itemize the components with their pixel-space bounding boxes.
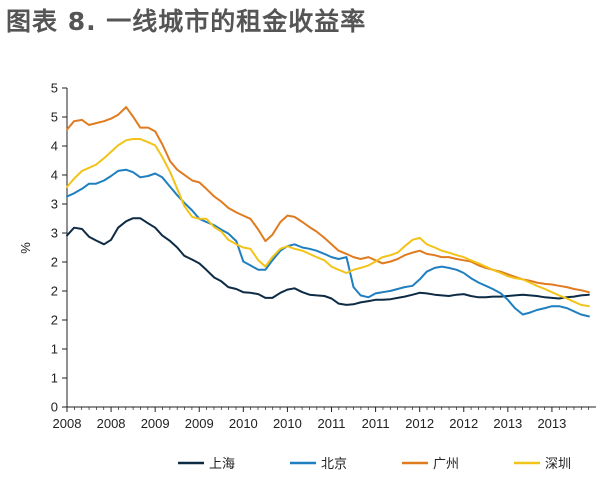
series-line-4 bbox=[66, 138, 590, 308]
y-tick-label: 3 bbox=[51, 197, 58, 212]
x-tick-label: 2008 bbox=[97, 416, 126, 431]
x-ticks: 2008 2008 2009 2009 2010 2010 2011 2011 2012 2012… bbox=[53, 407, 590, 431]
y-tick-label: 3 bbox=[51, 226, 58, 241]
series-line-3 bbox=[66, 106, 590, 294]
x-tick-label: 2010 bbox=[229, 416, 258, 431]
x-tick-label: 2008 bbox=[53, 416, 82, 431]
x-tick-label: 2013 bbox=[493, 416, 522, 431]
x-tick-label: 2011 bbox=[318, 416, 346, 431]
legend-label: 广州 bbox=[433, 457, 459, 472]
y-tick-label: 4 bbox=[51, 139, 58, 154]
y-tick-label: 1 bbox=[51, 342, 58, 357]
legend: 上海 北京 广州 深圳 bbox=[178, 457, 571, 472]
x-tick-label: 2012 bbox=[405, 416, 434, 431]
y-tick-label: 2 bbox=[51, 313, 58, 328]
series-lines bbox=[66, 106, 590, 318]
legend-label: 上海 bbox=[209, 457, 235, 472]
x-tick-label: 2013 bbox=[537, 416, 566, 431]
chart-axes bbox=[66, 88, 596, 408]
x-tick-label: 2012 bbox=[449, 416, 478, 431]
y-tick-label: 4 bbox=[51, 168, 58, 183]
y-tick-label: 2 bbox=[51, 255, 58, 270]
chart-title: 图表 8. 一线城市的租金收益率 bbox=[6, 7, 367, 36]
legend-label: 深圳 bbox=[545, 457, 571, 472]
y-tick-label: 0 bbox=[51, 400, 58, 415]
series-line-2 bbox=[66, 168, 590, 318]
y-tick-label: 5 bbox=[51, 110, 58, 125]
x-tick-label: 2009 bbox=[141, 416, 170, 431]
y-ticks: 0 1 1 2 2 2 3 3 4 4 5 5 bbox=[51, 81, 67, 415]
series-line-1 bbox=[66, 217, 590, 306]
y-tick-label: 2 bbox=[51, 284, 58, 299]
y-tick-label: 1 bbox=[51, 371, 58, 386]
y-axis-label: % bbox=[18, 242, 33, 254]
x-tick-label: 2011 bbox=[362, 416, 390, 431]
x-tick-label: 2009 bbox=[185, 416, 214, 431]
legend-label: 北京 bbox=[321, 457, 347, 472]
x-tick-label: 2010 bbox=[273, 416, 302, 431]
y-tick-label: 5 bbox=[51, 81, 58, 96]
